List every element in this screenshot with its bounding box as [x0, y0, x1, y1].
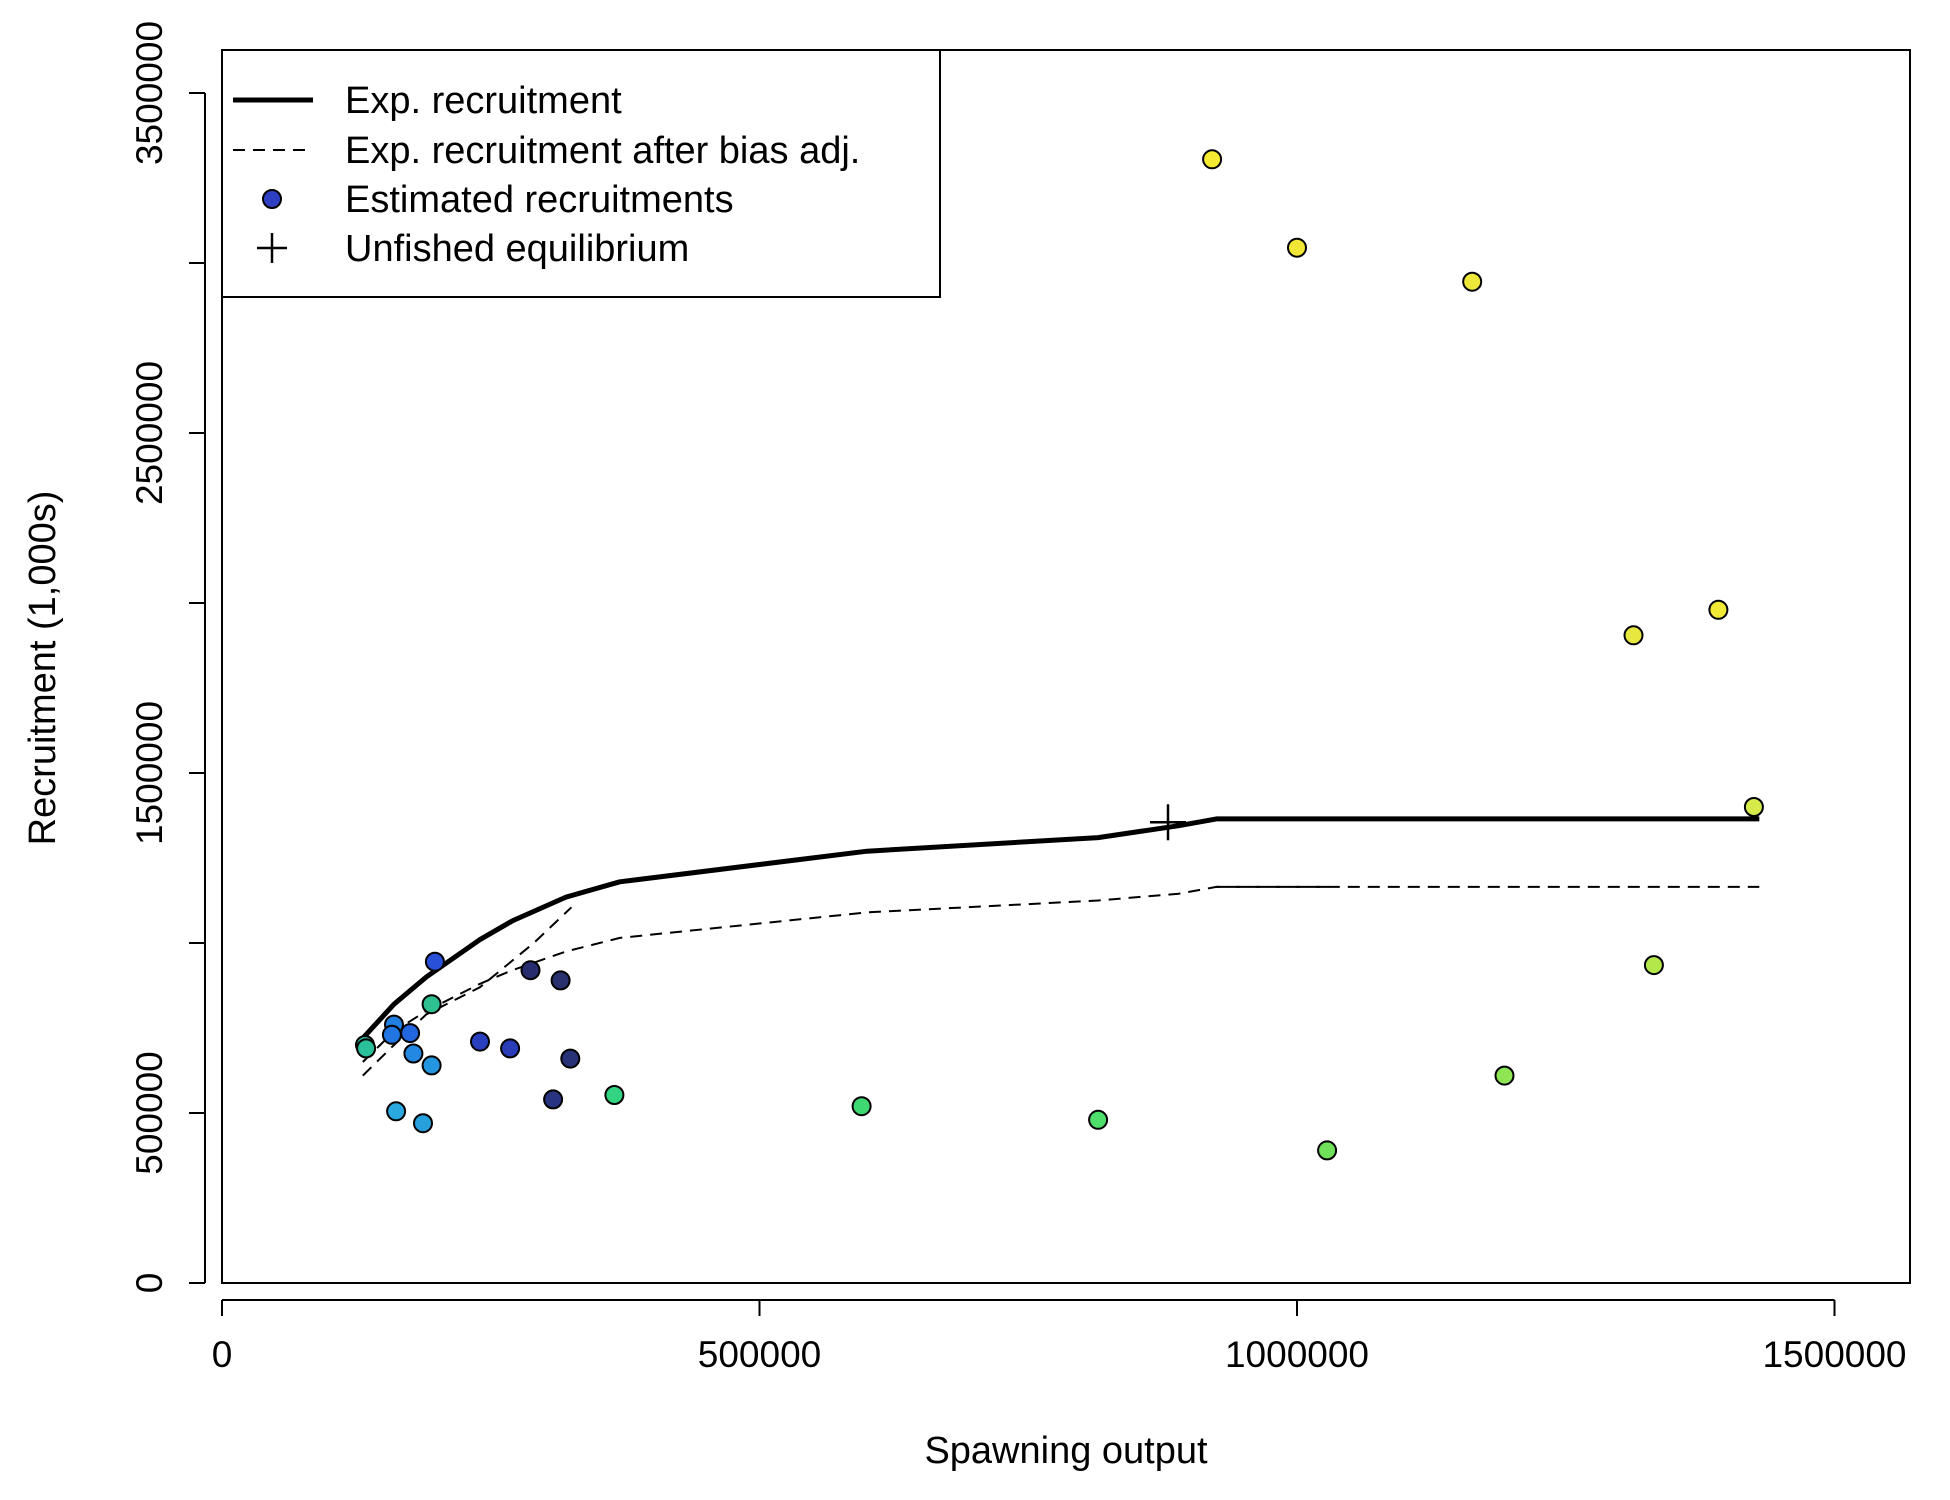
- recruitment-point-14: [356, 1038, 377, 1059]
- recruitment-point-12: [421, 994, 442, 1015]
- recruitment-point-21: [381, 1024, 402, 1045]
- x-axis-label: Spawning output: [924, 1430, 1208, 1472]
- y-tick-label-3: 2500000: [129, 361, 170, 505]
- recruitment-point-24: [500, 1038, 521, 1059]
- recruitment-point-4: [1708, 599, 1729, 620]
- bias-adj-line-2: [362, 906, 573, 1077]
- recruitment-point-27: [560, 1048, 581, 1069]
- y-axis: 0 500000 1500000 2500000 3500000: [129, 21, 206, 1294]
- recruitment-point-17: [421, 1055, 442, 1076]
- x-tick-label-0: 0: [212, 1334, 233, 1375]
- x-tick-label-1: 500000: [698, 1334, 821, 1375]
- recruitment-point-23: [470, 1031, 490, 1052]
- x-tick-label-2: 1000000: [1225, 1334, 1369, 1375]
- y-axis-label: Recruitment (1,000s): [22, 491, 64, 846]
- plot-frame: [221, 49, 1911, 1284]
- recruitment-point-25: [520, 960, 541, 981]
- points-layer: [355, 149, 1764, 1161]
- recruitment-point-5: [1743, 797, 1764, 817]
- recruitment-point-9: [1088, 1109, 1109, 1130]
- y-tick-label-1: 500000: [129, 1051, 170, 1174]
- recruitment-point-18: [403, 1043, 424, 1064]
- recruitment-point-10: [851, 1096, 872, 1117]
- legend-box: [221, 49, 941, 298]
- recruitment-point-8: [1317, 1140, 1338, 1161]
- recruitment-point-20: [400, 1023, 421, 1044]
- legend-symbol-unfished: [257, 233, 287, 263]
- unfished-equilibrium-marker: [1150, 804, 1186, 841]
- recruitment-point-11: [604, 1085, 625, 1105]
- legend: Exp. recruitment Exp. recruitment after …: [221, 49, 941, 298]
- recruitment-point-1: [1287, 237, 1307, 258]
- x-tick-label-3: 1500000: [1762, 1334, 1906, 1375]
- recruitment-point-26: [550, 970, 571, 991]
- legend-label-unfished: Unfished equilibrium: [345, 228, 689, 270]
- curves-layer: [360, 816, 1760, 1077]
- recruitment-point-3: [1623, 625, 1644, 646]
- recruitment-point-16: [413, 1113, 433, 1134]
- bias-adj-line-1: [362, 885, 1760, 1063]
- recruitment-point-15: [386, 1101, 407, 1122]
- recruitment-point-0: [1202, 149, 1223, 170]
- legend-label-exp-recruitment: Exp. recruitment: [345, 80, 622, 122]
- recruitment-point-7: [1494, 1065, 1515, 1086]
- x-axis: 0 500000 1000000 1500000: [212, 1299, 1907, 1375]
- y-tick-label-0: 0: [129, 1273, 170, 1294]
- y-tick-label-4: 3500000: [129, 21, 170, 165]
- recruitment-point-6: [1643, 955, 1664, 976]
- recruitment-point-22: [424, 951, 445, 972]
- legend-label-bias-adj: Exp. recruitment after bias adj.: [345, 130, 860, 172]
- recruitment-point-28: [543, 1089, 564, 1110]
- y-tick-label-2: 1500000: [129, 701, 170, 845]
- legend-label-estimated: Estimated recruitments: [345, 179, 734, 221]
- exp-recruitment-line-0: [360, 816, 1760, 1040]
- legend-symbol-estimated: [262, 189, 282, 209]
- recruitment-point-2: [1462, 271, 1483, 292]
